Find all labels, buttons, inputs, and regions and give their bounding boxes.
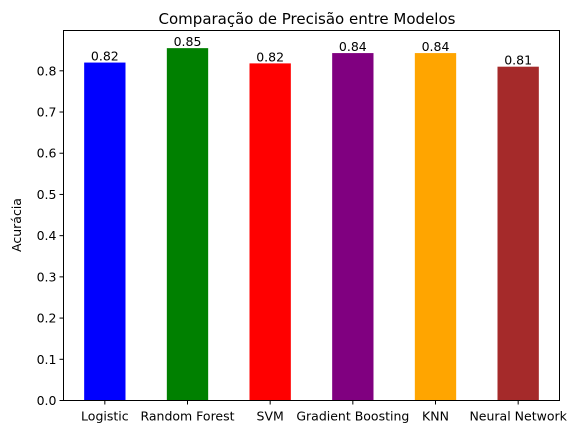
bar-knn: [414, 53, 457, 401]
data-label: 0.84: [422, 39, 450, 54]
data-labels-group: 0.82 0.85 0.82 0.84 0.84 0.81: [91, 34, 532, 68]
chart-title: Comparação de Precisão entre Modelos: [159, 10, 456, 28]
data-label: 0.82: [256, 49, 284, 64]
plot-frame: [63, 30, 560, 401]
y-axis-label: Acurácia: [9, 198, 24, 252]
bar-random-forest: [166, 48, 209, 401]
y-tick-label: 0.0: [37, 393, 57, 408]
y-tick-label: 0.7: [37, 105, 57, 120]
y-tick-label: 0.1: [37, 352, 57, 367]
x-tick-label: Neural Network: [469, 409, 567, 424]
bars-group: [84, 48, 539, 401]
y-tick-label: 0.3: [37, 269, 57, 284]
bar-svm: [249, 63, 291, 401]
x-tick-label: KNN: [422, 409, 449, 424]
y-tick-label: 0.8: [37, 63, 57, 78]
y-tick-label: 0.5: [37, 187, 57, 202]
x-tick-label: Gradient Boosting: [296, 409, 409, 424]
x-tick-label: Random Forest: [140, 409, 234, 424]
bar-gradient-boosting: [332, 53, 374, 401]
data-label: 0.81: [504, 53, 532, 68]
data-label: 0.82: [91, 49, 119, 64]
x-tick-label: Logistic: [81, 409, 129, 424]
data-label: 0.85: [174, 34, 202, 49]
bar-neural-network: [497, 66, 539, 401]
x-axis-ticks: Logistic Random Forest SVM Gradient Boostin…: [81, 400, 568, 424]
y-tick-label: 0.2: [37, 311, 57, 326]
data-label: 0.84: [339, 39, 367, 54]
bar-logistic: [84, 62, 126, 401]
y-tick-label: 0.6: [37, 146, 57, 161]
x-tick-label: SVM: [257, 409, 284, 424]
y-tick-label: 0.4: [37, 228, 57, 243]
y-axis-ticks: 0.0 0.1 0.2 0.3 0.4 0.5 0.6 0.7 0.8: [37, 63, 64, 408]
